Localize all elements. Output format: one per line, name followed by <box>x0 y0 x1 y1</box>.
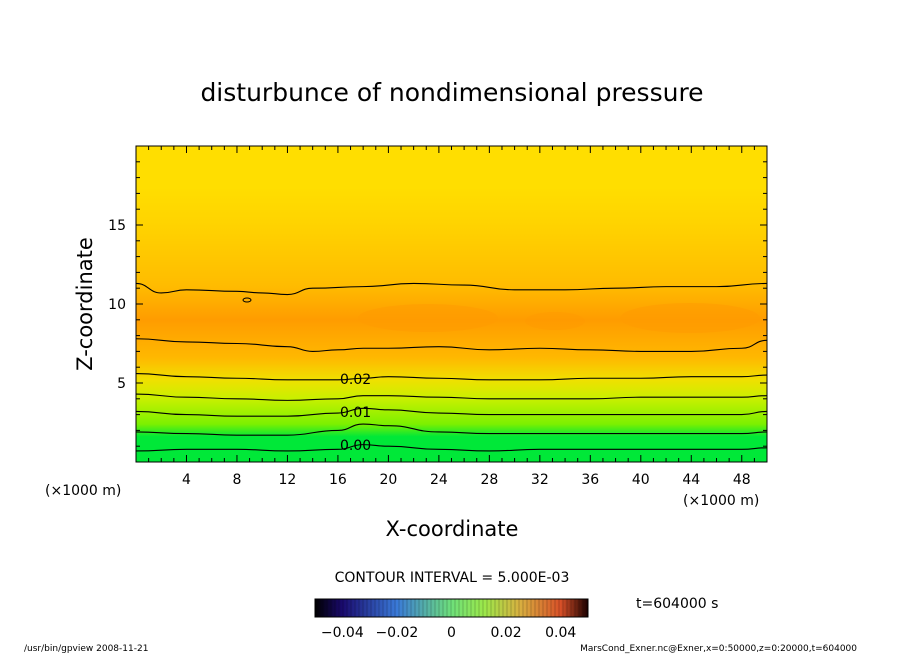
x-tick-label: 4 <box>182 472 191 488</box>
colorbar-tick-label: −0.02 <box>375 625 418 641</box>
footer-right: MarsCond_Exner.nc@Exner,x=0:50000,z=0:20… <box>580 644 857 654</box>
contour-labels: 0.02 0.01 0.00 <box>340 372 371 454</box>
colorbar-tick-label: 0.04 <box>545 625 576 641</box>
colorbar-stripes <box>314 599 584 617</box>
y-tick-label: 5 <box>117 376 126 392</box>
contour-line <box>136 282 767 296</box>
small-closed-contour <box>242 297 252 303</box>
footer-left: /usr/bin/gpview 2008-11-21 <box>24 644 148 654</box>
contour-line <box>136 372 767 381</box>
colorbar-frame <box>314 598 589 618</box>
x-tick-label: 28 <box>480 472 498 488</box>
y-tick-label: 15 <box>108 218 126 234</box>
chart-title: disturbunce of nondimensional pressure <box>200 78 703 107</box>
y-axis-title: Z-coordinate <box>73 237 97 371</box>
contour-lines <box>136 282 767 452</box>
x-tick-label: 12 <box>279 472 297 488</box>
x-tick-label: 44 <box>682 472 700 488</box>
colorbar-ticks: −0.04 −0.02 0 0.02 0.04 <box>321 625 577 641</box>
x-tick-label: 16 <box>329 472 347 488</box>
colorbar-tick-label: −0.04 <box>321 625 364 641</box>
x-tick-label: 20 <box>379 472 397 488</box>
contour-interval-label: CONTOUR INTERVAL = 5.000E-03 <box>335 570 570 586</box>
x-unit-left: (×1000 m) <box>45 483 121 499</box>
x-tick-label: 48 <box>733 472 751 488</box>
contour-line <box>136 338 767 352</box>
pressure-max-region-3 <box>525 312 585 330</box>
y-tick-label: 10 <box>108 297 126 313</box>
contour-label: 0.01 <box>340 405 371 421</box>
contour-line <box>136 423 767 436</box>
contour-label: 0.02 <box>340 372 371 388</box>
x-tick-label: 36 <box>581 472 599 488</box>
contour-line <box>136 407 767 417</box>
x-tick-label: 40 <box>632 472 650 488</box>
filled-field <box>136 146 767 462</box>
time-label: t=604000 s <box>636 596 718 612</box>
plot-area <box>136 146 767 462</box>
x-axis-ticks: 4 8 12 16 20 24 28 32 36 40 44 48 <box>148 146 755 488</box>
colorbar-tick-label: 0.02 <box>491 625 522 641</box>
y-axis-ticks: 5 10 15 <box>108 161 767 447</box>
contour-line <box>136 393 767 401</box>
x-axis-title: X-coordinate <box>386 517 519 541</box>
x-tick-label: 8 <box>232 472 241 488</box>
x-tick-label: 32 <box>531 472 549 488</box>
pressure-max-region-2 <box>620 303 760 333</box>
colorbar-tick-label: 0 <box>447 625 456 641</box>
contour-line <box>136 444 767 452</box>
x-tick-label: 24 <box>430 472 448 488</box>
pressure-max-region-1 <box>358 304 498 332</box>
colorbar <box>315 599 588 617</box>
contour-label: 0.00 <box>340 438 371 454</box>
x-unit-right: (×1000 m) <box>683 493 759 509</box>
